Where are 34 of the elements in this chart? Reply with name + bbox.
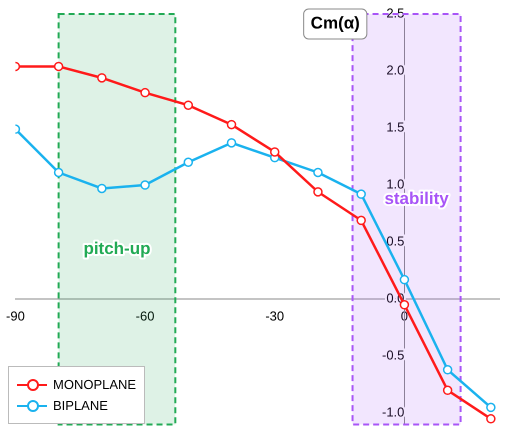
chart-title: Cm(α): [310, 14, 360, 33]
point: [140, 88, 150, 98]
y-tick-label: 1.5: [386, 120, 404, 135]
point: [140, 180, 150, 190]
point: [226, 138, 236, 148]
point: [486, 414, 496, 424]
y-tick-label: 2.0: [386, 62, 404, 78]
point: [184, 157, 194, 167]
y-tick-label: 1.0: [386, 176, 404, 192]
point: [97, 73, 107, 83]
point: [54, 62, 64, 72]
x-tick-label: -90: [6, 308, 25, 324]
point: [486, 402, 496, 412]
band-label: pitch-up: [83, 239, 150, 258]
x-tick-label: -30: [265, 308, 284, 324]
point: [442, 386, 452, 396]
point: [54, 168, 64, 178]
point: [313, 187, 323, 197]
point: [400, 274, 410, 284]
point: [356, 189, 366, 199]
y-tick-label: 2.5: [386, 6, 404, 21]
point: [97, 184, 107, 194]
y-tick-label: -0.5: [382, 348, 404, 363]
point: [356, 216, 366, 226]
legend-label: MONOPLANE: [53, 377, 136, 392]
point: [226, 120, 236, 130]
point: [270, 147, 280, 157]
legend-label: BIPLANE: [53, 398, 108, 413]
point: [442, 365, 452, 375]
x-tick-label: -60: [136, 308, 154, 324]
point: [313, 168, 323, 178]
point: [184, 100, 194, 110]
y-tick-label: -1.0: [382, 404, 404, 420]
y-tick-label: 0.5: [386, 234, 404, 249]
